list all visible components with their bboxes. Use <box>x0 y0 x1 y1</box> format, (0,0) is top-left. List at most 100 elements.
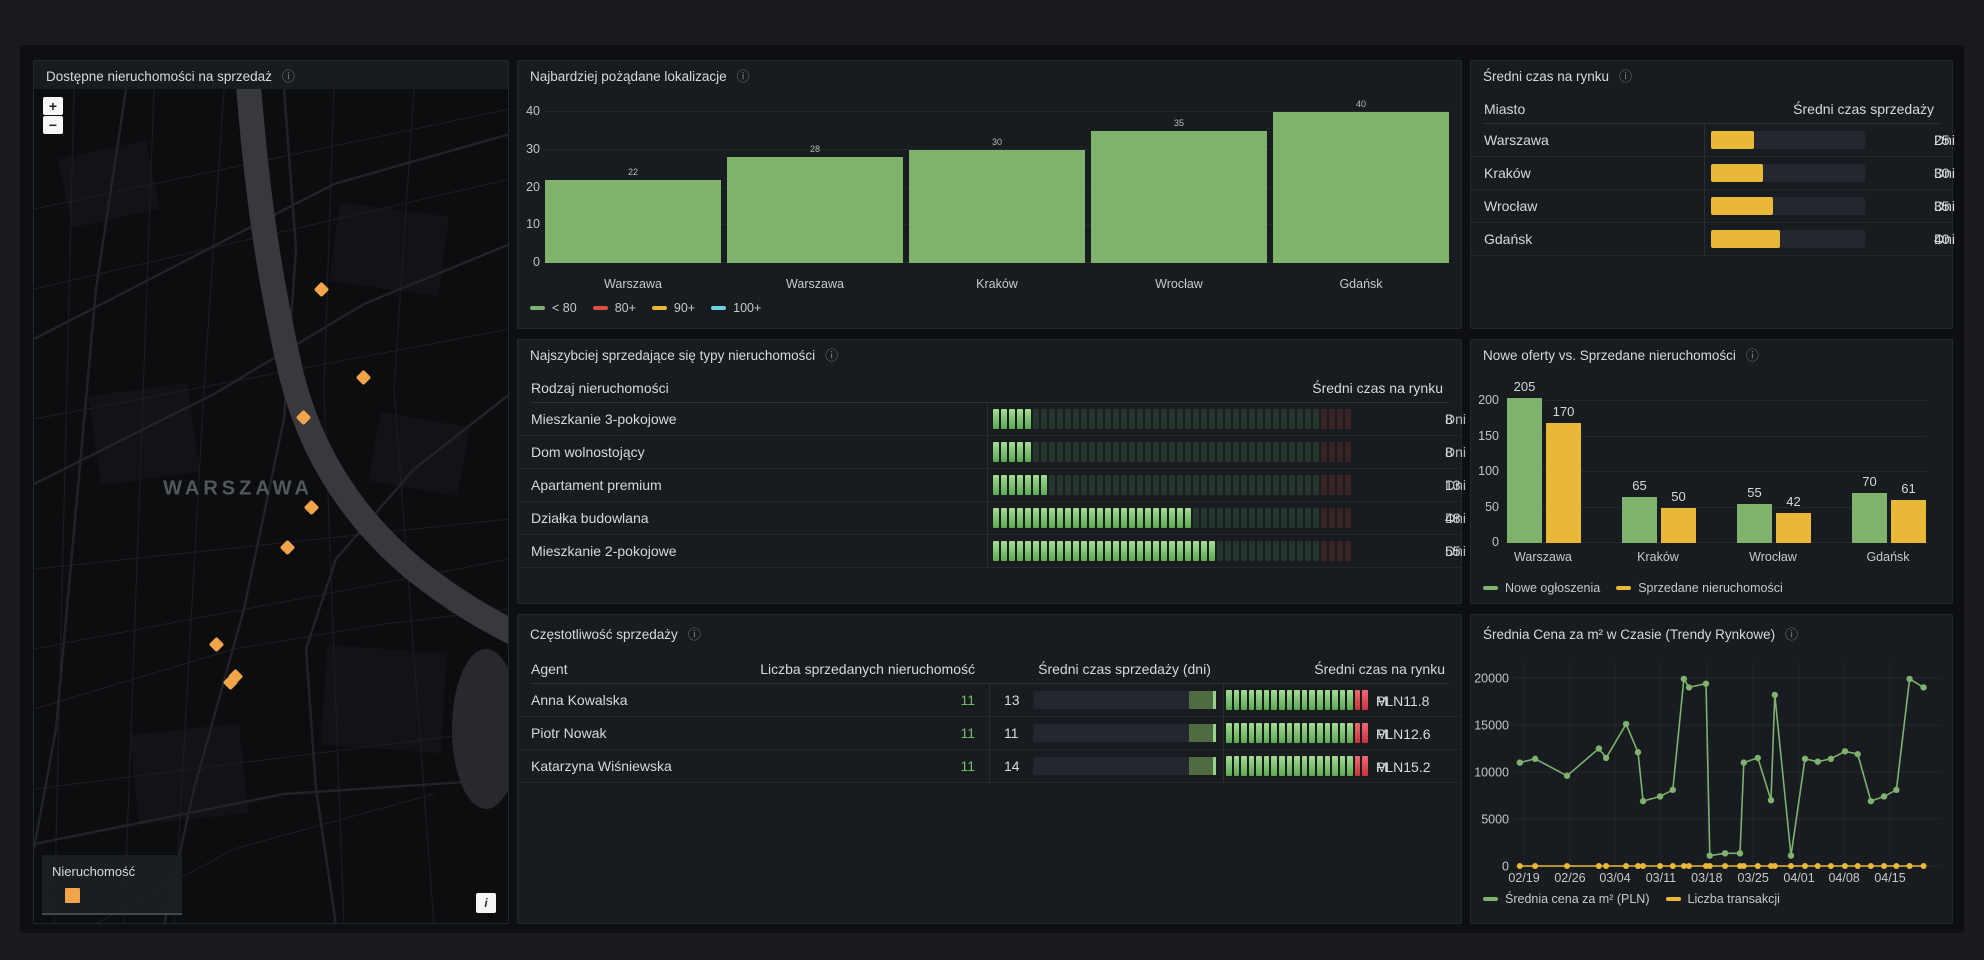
column-header-agent[interactable]: Agent <box>531 661 568 677</box>
legend-item[interactable]: Liczba transakcji <box>1665 892 1780 906</box>
map-zoom-out-button[interactable]: − <box>43 116 63 134</box>
column-header-city[interactable]: Miasto <box>1484 101 1526 117</box>
lcd-cell <box>1089 442 1095 462</box>
data-point <box>1814 758 1821 765</box>
lcd-cell <box>1137 475 1143 495</box>
lcd-cell <box>1209 442 1215 462</box>
city-cell: Gdańsk <box>1484 231 1533 247</box>
legend-item[interactable]: 80+ <box>592 301 636 315</box>
map-canvas[interactable]: WARSZAWA + − Nieruchomość i <box>34 89 508 923</box>
map-attribution-button[interactable]: i <box>476 893 496 913</box>
lcd-cell <box>1025 409 1031 429</box>
column-header-sold[interactable]: Liczba sprzedanych nieruchomość <box>760 661 975 677</box>
city-cell: Warszawa <box>1484 132 1549 148</box>
lcd-cell <box>1193 409 1199 429</box>
y-tick-label: 200 <box>1478 393 1499 408</box>
bar-gauge-fill <box>1711 197 1773 215</box>
lcd-cell <box>1201 409 1207 429</box>
basic-gauge-track <box>1033 757 1216 775</box>
lcd-cell <box>1249 541 1255 561</box>
column-header-days[interactable]: Średni czas sprzedaży (dni) <box>1038 661 1211 677</box>
lcd-cell <box>1025 475 1031 495</box>
lcd-cell <box>1185 475 1191 495</box>
column-header-value[interactable]: Średni czas sprzedaży <box>1793 101 1934 117</box>
data-point <box>1771 691 1779 699</box>
basic-gauge-fill <box>1189 724 1216 742</box>
legend-item[interactable]: < 80 <box>530 301 577 315</box>
column-divider <box>1223 750 1224 782</box>
lcd-cell <box>1097 409 1103 429</box>
column-header-value[interactable]: Średni czas na rynku <box>1312 380 1443 396</box>
bar-value-label: 22 <box>627 166 638 177</box>
lcd-cell <box>1041 541 1047 561</box>
column-divider <box>1704 223 1705 255</box>
table-row[interactable]: Katarzyna Wiśniewska 11 14 PLN15.2 M <box>518 750 1461 783</box>
legend-item[interactable]: 100+ <box>711 301 761 315</box>
lcd-cell <box>1313 475 1319 495</box>
lcd-cell <box>1321 541 1327 561</box>
lcd-cell <box>1263 690 1270 710</box>
lcd-cell <box>1105 541 1111 561</box>
column-divider <box>1223 717 1224 749</box>
lcd-cell <box>1193 442 1199 462</box>
lcd-cell <box>1345 508 1351 528</box>
column-header-type[interactable]: Rodzaj nieruchomości <box>531 380 669 396</box>
table-row[interactable]: Dom wolnostojący 8 Dni <box>518 436 1466 469</box>
table-row[interactable]: Działka budowlana 48 Dni <box>518 502 1466 535</box>
bar <box>1091 130 1267 263</box>
info-icon[interactable]: ⓘ <box>825 347 839 363</box>
column-header-market-time[interactable]: Średni czas na rynku <box>1314 661 1445 677</box>
lcd-cell <box>1137 508 1143 528</box>
agent-cell: Piotr Nowak <box>531 725 607 741</box>
lcd-cell <box>1217 409 1223 429</box>
info-icon[interactable]: ⓘ <box>281 68 295 84</box>
legend-item[interactable]: 90+ <box>651 301 695 315</box>
lcd-cell <box>1113 409 1119 429</box>
data-point <box>1906 863 1913 869</box>
map-zoom-in-button[interactable]: + <box>43 97 63 115</box>
lcd-cell <box>1324 756 1331 776</box>
bar-gauge-fill <box>1711 131 1755 149</box>
lcd-cell <box>1009 442 1015 462</box>
table-row[interactable]: Kraków 30 Dni <box>1471 157 1955 190</box>
legend-swatch <box>592 306 608 310</box>
info-icon[interactable]: ⓘ <box>1745 347 1759 363</box>
column-divider <box>987 436 988 468</box>
table-row[interactable]: Mieszkanie 2-pokojowe 55 Dni <box>518 535 1466 568</box>
lcd-cell <box>1286 723 1293 743</box>
info-icon[interactable]: ⓘ <box>1785 626 1799 642</box>
lcd-cell <box>1332 723 1338 743</box>
lcd-cell <box>1153 442 1159 462</box>
gridline <box>545 148 1449 150</box>
info-icon[interactable]: ⓘ <box>736 68 750 84</box>
info-icon[interactable]: ⓘ <box>1619 68 1633 84</box>
legend-item[interactable]: Sprzedane nieruchomości <box>1616 581 1783 595</box>
table-row[interactable]: Anna Kowalska 11 13 PLN11.8 M <box>518 684 1461 717</box>
lcd-cell <box>1249 442 1255 462</box>
legend-item[interactable]: Nowe ogłoszenia <box>1483 581 1600 595</box>
table-row[interactable]: Wrocław 35 Dni <box>1471 190 1955 223</box>
table-row[interactable]: Apartament premium 13 Dni <box>518 469 1466 502</box>
lcd-cell <box>1289 409 1295 429</box>
lcd-cell <box>1241 541 1247 561</box>
lcd-cell <box>1161 475 1167 495</box>
table-row[interactable]: Gdańsk 40 Dni <box>1471 223 1955 256</box>
legend-item[interactable]: Średnia cena za m² (PLN) <box>1483 892 1650 906</box>
lcd-cell <box>1129 442 1135 462</box>
lcd-cell <box>1321 508 1327 528</box>
data-point <box>1881 863 1888 869</box>
lcd-cell <box>1226 723 1232 743</box>
lcd-cell <box>1362 756 1368 776</box>
lcd-cell <box>1273 442 1279 462</box>
info-icon[interactable]: ⓘ <box>687 626 701 642</box>
table-row[interactable]: Warszawa 25 Dni <box>1471 124 1955 157</box>
lcd-cell <box>1209 409 1215 429</box>
lcd-cell <box>1337 508 1343 528</box>
table-row[interactable]: Piotr Nowak 11 11 PLN12.6 M <box>518 717 1461 750</box>
table-row[interactable]: Mieszkanie 3-pokojowe 8 Dni <box>518 403 1466 436</box>
data-point <box>1787 852 1795 859</box>
lcd-cell <box>1089 541 1095 561</box>
lcd-cell <box>1345 475 1351 495</box>
lcd-cell <box>1097 442 1103 462</box>
lcd-cell <box>1137 442 1143 462</box>
